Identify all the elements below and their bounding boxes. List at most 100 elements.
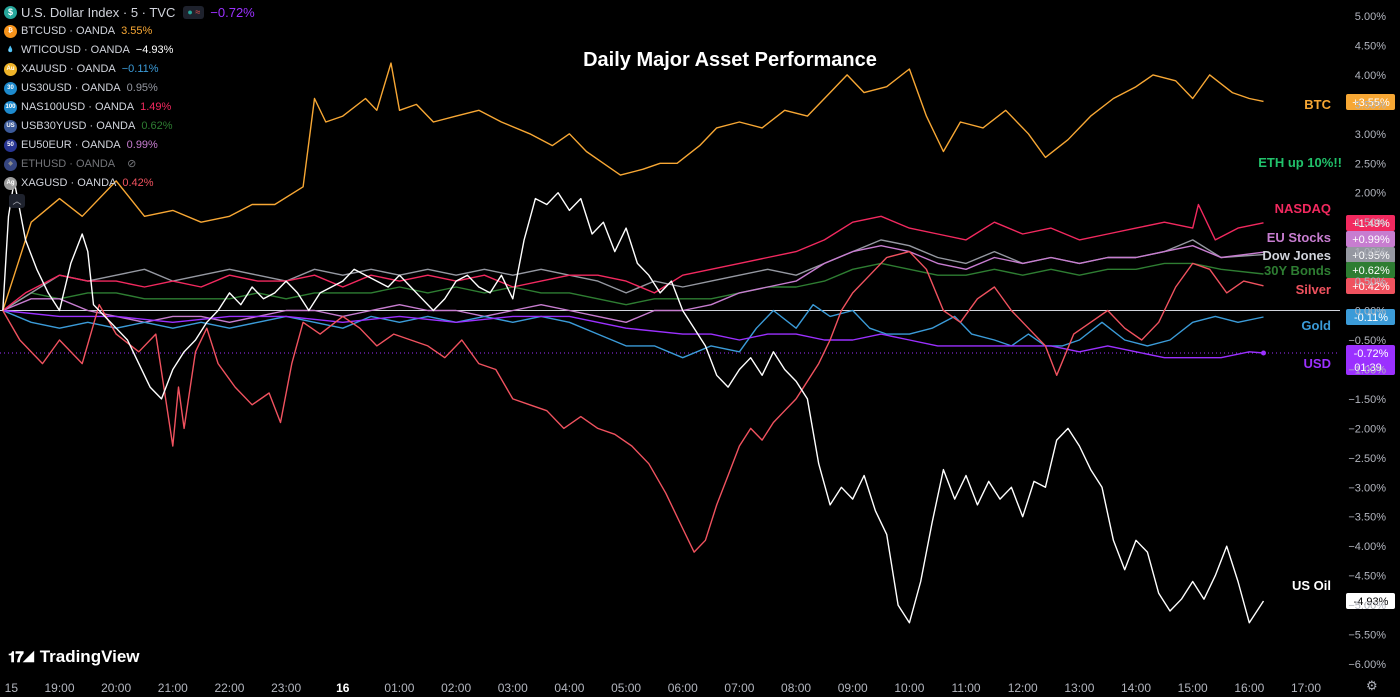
series-name-silver: Silver <box>1296 282 1331 297</box>
x-tick-label: 03:00 <box>498 681 528 695</box>
collapse-legend-button[interactable]: ︿ <box>9 194 25 208</box>
x-tick-label: 20:00 <box>101 681 131 695</box>
series-line-silver[interactable] <box>2 250 1264 553</box>
legend-symbol: XAGUSD · OANDA <box>21 177 117 189</box>
silver-icon: Ag <box>4 177 17 190</box>
y-tick-label: −4.50% <box>1348 571 1386 583</box>
y-tick-label: −4.00% <box>1348 541 1386 553</box>
legend-symbol: US30USD · OANDA <box>21 82 121 94</box>
y-tick-label: 2.50% <box>1355 158 1386 170</box>
legend-value: 0.62% <box>141 120 173 132</box>
value-tag-text-us-oil: -4.93% <box>1354 596 1389 608</box>
x-tick-label: 06:00 <box>668 681 698 695</box>
eye-crossed-icon[interactable]: ⊘ <box>127 158 137 170</box>
x-tick-label: 15:00 <box>1178 681 1208 695</box>
x-tick-label: 08:00 <box>781 681 811 695</box>
x-tick-label: 19:00 <box>44 681 74 695</box>
dollar-index-icon: $ <box>4 6 17 19</box>
value-tag-us-oil <box>1346 593 1395 609</box>
brand-text: TradingView <box>39 647 140 666</box>
series-line-nasdaq[interactable] <box>2 203 1264 312</box>
series-name-btc: BTC <box>1304 97 1331 112</box>
legend-symbol: BTCUSD · OANDA <box>21 25 116 37</box>
y-tick-label: −1.00% <box>1348 364 1386 376</box>
value-tag-text-nasdaq: +1.49% <box>1352 218 1390 230</box>
value-tag-silver <box>1346 278 1395 294</box>
x-tick-label: 21:00 <box>158 681 188 695</box>
legend-row[interactable]: ◆ ETHUSD · OANDA ⊘ <box>4 155 255 174</box>
legend-row[interactable]: Au XAUUSD · OANDA −0.11% <box>4 60 255 79</box>
eth-annotation: ETH up 10%!! <box>1258 155 1342 170</box>
x-tick-label: 11:00 <box>951 681 980 695</box>
tradingview-logo[interactable]: 𝟏𝟕◢ TradingView <box>8 647 140 667</box>
value-tag-text-eu-stocks: +0.99% <box>1352 234 1390 246</box>
series-line-gold[interactable] <box>2 304 1264 359</box>
legend-row[interactable]: 💧 WTICOUSD · OANDA −4.93% <box>4 41 255 60</box>
legend-row[interactable]: Ag XAGUSD · OANDA 0.42% <box>4 174 255 193</box>
value-tag-text-btc: +3.55% <box>1352 97 1390 109</box>
gear-icon[interactable]: ⚙ <box>1366 678 1378 693</box>
y-tick-label: 0.50% <box>1355 276 1386 288</box>
us-flag-icon: US <box>4 120 17 133</box>
series-name-us-oil: US Oil <box>1292 578 1331 593</box>
legend-value: −0.11% <box>121 63 159 75</box>
y-tick-label: −2.00% <box>1348 423 1386 435</box>
y-tick-label: 4.00% <box>1355 70 1386 82</box>
x-tick-label: 05:00 <box>611 681 641 695</box>
series-name-usd: USD <box>1304 356 1331 371</box>
y-tick-label: 3.00% <box>1355 129 1386 141</box>
x-tick-label: 16:00 <box>1234 681 1264 695</box>
legend-value: 1.49% <box>140 101 172 113</box>
ethereum-icon: ◆ <box>4 158 17 171</box>
market-status-icon[interactable]: ● ≈ <box>183 6 205 19</box>
value-tag-text-30y-bonds: +0.62% <box>1352 265 1390 277</box>
legend-value: 0.95% <box>126 82 158 94</box>
legend-symbol: USB30YUSD · OANDA <box>21 120 136 132</box>
x-tick-label: 22:00 <box>214 681 244 695</box>
legend-row[interactable]: 30 US30USD · OANDA 0.95% <box>4 79 255 98</box>
legend-symbol: WTICOUSD · OANDA <box>21 44 130 56</box>
y-tick-label: 5.00% <box>1355 11 1386 23</box>
legend-main-row[interactable]: $ U.S. Dollar Index · 5 · TVC ● ≈ −0.72% <box>4 3 255 22</box>
tradingview-logo-icon: 𝟏𝟕◢ <box>8 648 35 666</box>
series-name-dow-jones: Dow Jones <box>1262 248 1331 263</box>
y-tick-label: −5.50% <box>1348 630 1386 642</box>
value-tag-usd <box>1346 345 1395 375</box>
y-tick-label: 0.00% <box>1355 306 1386 318</box>
legend-row[interactable]: ₿ BTCUSD · OANDA 3.55% <box>4 22 255 41</box>
value-tag-gold <box>1346 309 1395 325</box>
x-tick-label: 16 <box>336 681 350 695</box>
x-tick-label: 07:00 <box>724 681 754 695</box>
value-tag-text-silver: +0.42% <box>1352 281 1390 293</box>
series-name-nasdaq: NASDAQ <box>1275 201 1331 216</box>
legend-row[interactable]: US USB30YUSD · OANDA 0.62% <box>4 117 255 136</box>
y-tick-label: 3.50% <box>1355 99 1386 111</box>
y-tick-label: 1.00% <box>1355 247 1386 259</box>
x-tick-label: 12:00 <box>1008 681 1038 695</box>
legend-main-value: −0.72% <box>210 5 255 20</box>
series-name-gold: Gold <box>1301 318 1331 333</box>
value-tag-dow-jones <box>1346 247 1395 263</box>
series-lines <box>2 62 1267 624</box>
y-tick-label: −3.00% <box>1348 482 1386 494</box>
legend-row[interactable]: 100 NAS100USD · OANDA 1.49% <box>4 98 255 117</box>
series-line-30y-bonds[interactable] <box>2 262 1264 312</box>
series-line-btc[interactable] <box>2 62 1264 311</box>
value-tag-30y-bonds <box>1346 262 1395 278</box>
y-tick-label: −5.00% <box>1348 600 1386 612</box>
y-tick-label: −3.50% <box>1348 512 1386 524</box>
legend-value: −4.93% <box>135 44 174 56</box>
x-tick-label: 10:00 <box>894 681 924 695</box>
series-line-us-oil[interactable] <box>2 180 1265 624</box>
y-tick-label: 4.50% <box>1355 40 1386 52</box>
y-tick-label: 2.00% <box>1355 188 1386 200</box>
value-tag-eu-stocks <box>1346 231 1395 247</box>
x-tick-label: 01:00 <box>384 681 414 695</box>
series-end-labels: BTC +3.55% NASDAQ +1.49% EU Stocks +0.99% Dow … <box>1262 94 1395 609</box>
legend-row[interactable]: 50 EU50EUR · OANDA 0.99% <box>4 136 255 155</box>
series-line-usd[interactable] <box>2 309 1264 359</box>
time-axis: 15 19:00 20:00 21:00 22:00 23:00 16 01:00 02:00 0… <box>5 681 1322 695</box>
x-tick-label: 09:00 <box>838 681 868 695</box>
value-tag-text-usd: -0.72% <box>1354 348 1389 360</box>
